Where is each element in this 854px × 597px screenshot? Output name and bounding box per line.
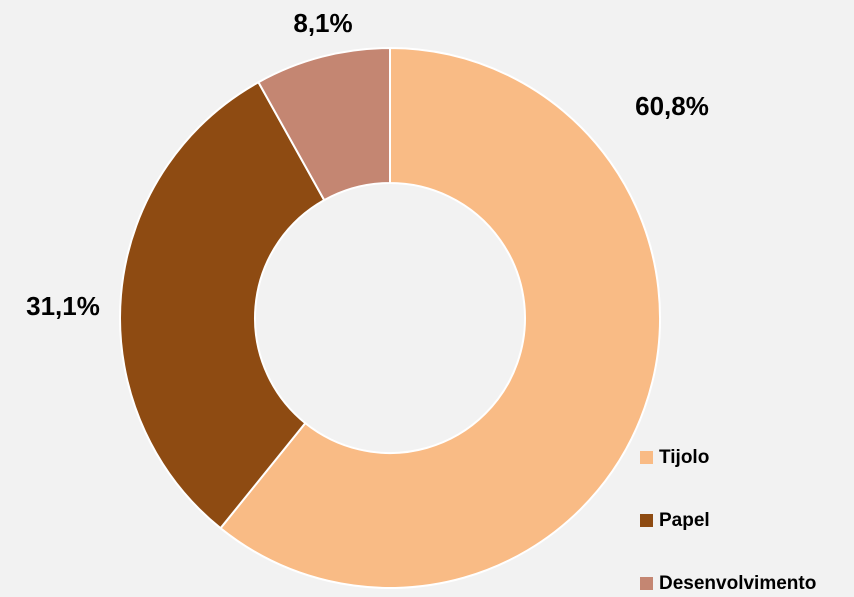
legend-swatch: [640, 514, 653, 527]
legend-swatch: [640, 451, 653, 464]
data-label: 8,1%: [293, 8, 352, 38]
legend-label: Papel: [659, 510, 710, 531]
donut-slice: [219, 46, 661, 589]
donut-slice: [257, 46, 391, 202]
data-label: 31,1%: [26, 291, 100, 321]
donut-slice: [119, 80, 326, 530]
data-label: 60,8%: [635, 91, 709, 121]
legend-label: Tijolo: [659, 447, 709, 468]
legend-swatch: [640, 577, 653, 590]
legend-label: Desenvolvimento: [659, 573, 816, 594]
